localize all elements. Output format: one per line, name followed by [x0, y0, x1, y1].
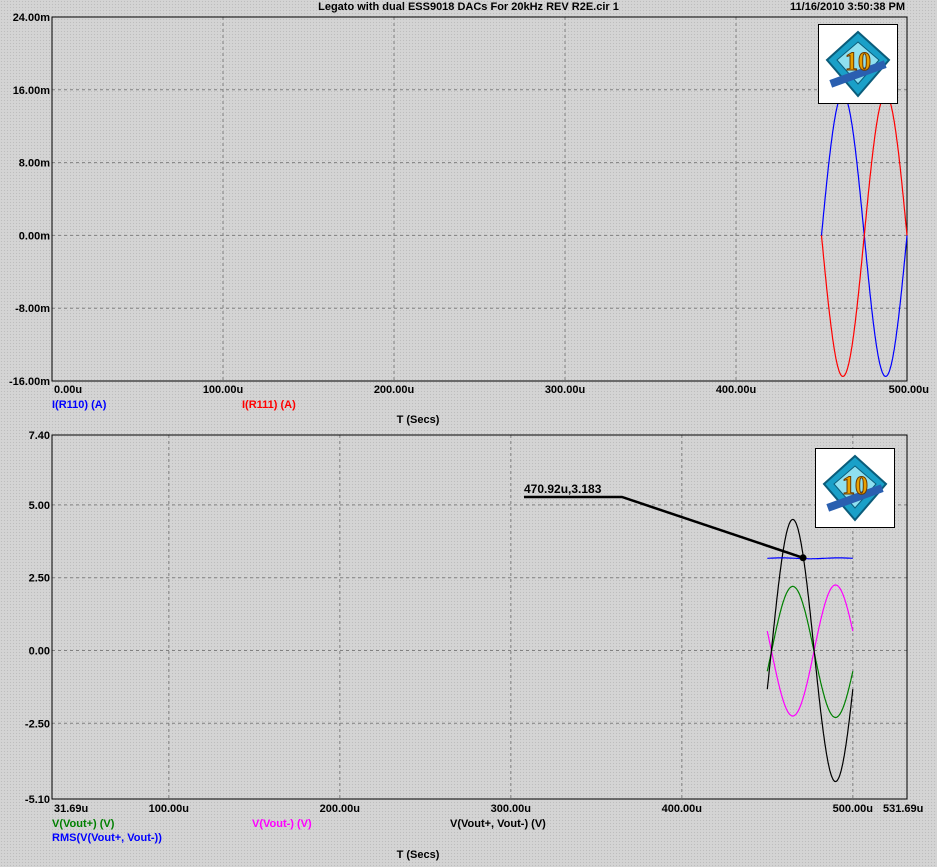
- series-line-1: [766, 584, 854, 717]
- y-tick-label: 7.40: [29, 430, 50, 442]
- x-tick-label: 500.00u: [889, 384, 929, 396]
- series-line-3: [767, 557, 853, 560]
- series-line-0: [766, 585, 854, 719]
- legend-i-r111: I(R111) (A): [242, 399, 296, 411]
- y-tick-label: 0.00m: [19, 230, 50, 242]
- microcap-logo-top: 10: [818, 24, 898, 104]
- y-tick-label: -5.10: [25, 794, 50, 806]
- legend-rms: RMS(V(Vout+, Vout-)): [52, 832, 162, 844]
- legend-v-vout-minus: V(Vout-) (V): [252, 818, 312, 830]
- annotation-leader: [524, 495, 804, 559]
- y-tick-label: -16.00m: [9, 376, 50, 388]
- y-tick-label: 16.00m: [13, 85, 51, 97]
- x-tick-label: 531.69u: [883, 803, 923, 815]
- y-tick-label: 24.00m: [13, 12, 51, 24]
- x-tick-label: 500.00u: [833, 803, 873, 815]
- x-tick-label: 200.00u: [320, 803, 360, 815]
- x-tick-label: 31.69u: [54, 803, 88, 815]
- annotation-point: [799, 554, 807, 562]
- x-tick-label: 300.00u: [545, 384, 585, 396]
- microcap-logo-bottom: 10: [815, 448, 895, 528]
- annotation-label: 470.92u,3.183: [524, 482, 602, 496]
- y-tick-label: -8.00m: [15, 303, 50, 315]
- x-tick-label: 400.00u: [662, 803, 702, 815]
- x-axis-label: T (Secs): [397, 849, 440, 861]
- x-tick-label: 100.00u: [149, 803, 189, 815]
- x-tick-label: 0.00u: [54, 384, 82, 396]
- plot-title: Legato with dual ESS9018 DACs For 20kHz …: [318, 1, 619, 13]
- timestamp: 11/16/2010 3:50:38 PM: [790, 1, 905, 13]
- plot-frame: [51, 16, 908, 382]
- x-tick-label: 300.00u: [491, 803, 531, 815]
- plot-frame: [51, 434, 908, 800]
- y-tick-label: -2.50: [25, 718, 50, 730]
- y-tick-label: 8.00m: [19, 158, 50, 170]
- microcap-logo-icon: 10: [825, 30, 891, 98]
- y-tick-label: 2.50: [29, 573, 50, 585]
- y-tick-label: 0.00: [29, 645, 50, 657]
- legend-i-r110: I(R110) (A): [52, 399, 107, 411]
- legend-v-vout-plus: V(Vout+) (V): [52, 818, 115, 830]
- series-line-2: [766, 518, 854, 783]
- legend-v-diff: V(Vout+, Vout-) (V): [450, 818, 546, 830]
- logo-version-label: 10: [845, 47, 871, 76]
- x-tick-label: 100.00u: [203, 384, 243, 396]
- x-tick-label: 200.00u: [374, 384, 414, 396]
- x-axis-label: T (Secs): [397, 414, 440, 426]
- x-tick-label: 400.00u: [716, 384, 756, 396]
- series-line-1: [820, 93, 908, 378]
- microcap-logo-icon: 10: [822, 454, 888, 522]
- logo-version-label: 10: [842, 471, 868, 500]
- y-tick-label: 5.00: [29, 500, 50, 512]
